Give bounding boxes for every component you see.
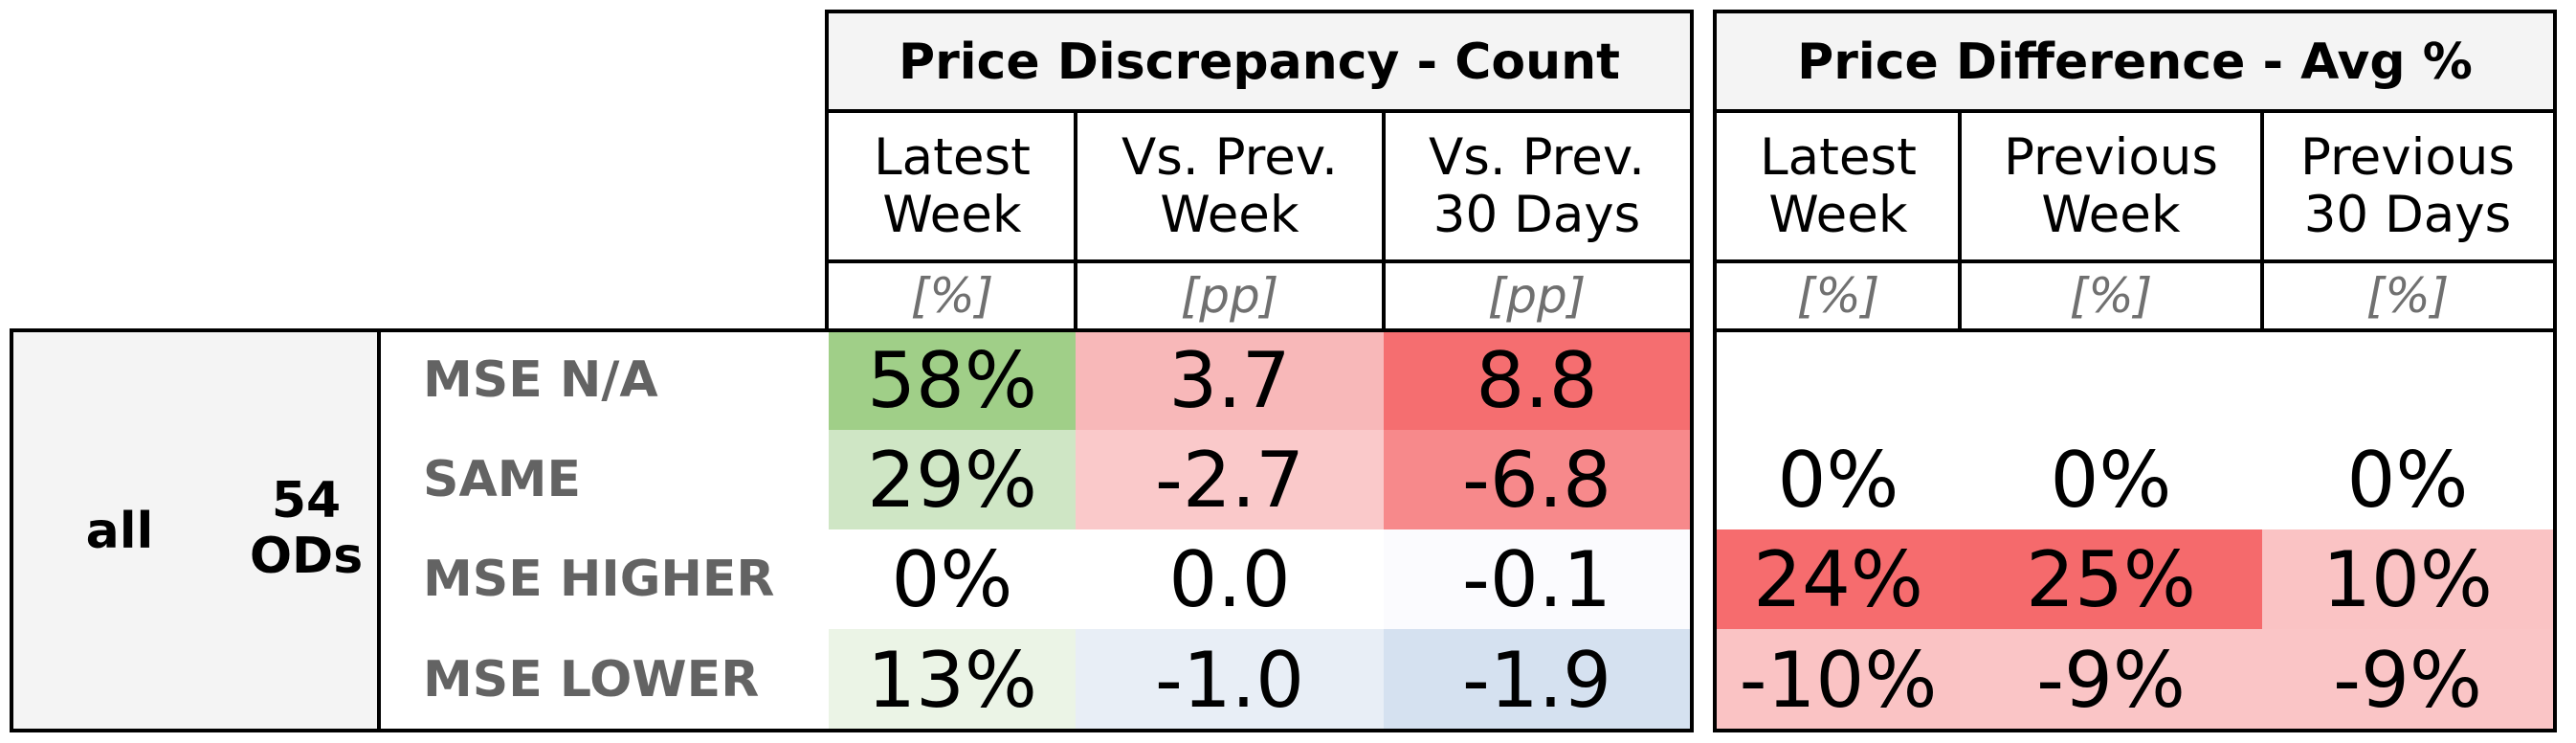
cell-diff-previous-week: 25% [1960,529,2262,629]
section-title-difference: Price Difference - Avg % [1717,13,2553,111]
cell-diff-latest-week [1717,330,1960,430]
unit-diff-previous-week: [%] [1960,261,2262,330]
cell-diff-latest-week: 24% [1717,529,1960,629]
column-header-diff-latest-week: Latest Week [1717,111,1960,261]
grid-line [377,328,381,732]
grid-line [1690,10,1694,732]
row-group-label-count: 54 [271,472,342,529]
grid-line [1713,109,2557,113]
cell-count-vs-prev-30-days: -0.1 [1384,529,1690,629]
column-header-count-latest-week: Latest Week [829,111,1076,261]
cell-diff-previous-week [1960,330,2262,430]
row-group-label-unit: ODs [249,528,364,585]
cell-count-vs-prev-30-days: -1.9 [1384,629,1690,731]
row-label-mse-higher: MSE HIGHER [423,551,775,608]
grid-line [1382,111,1386,330]
grid-line [10,328,13,732]
grid-line [2553,10,2557,732]
cell-diff-previous-30-days: 0% [2262,430,2553,529]
grid-line [1074,111,1077,330]
grid-line [825,10,1692,13]
grid-line [1713,259,2557,263]
cell-diff-previous-30-days [2262,330,2553,430]
row-label-same: SAME [423,451,581,508]
cell-diff-latest-week: 0% [1717,430,1960,529]
grid-line [1713,10,1717,732]
grid-line [1713,328,2557,332]
unit-diff-previous-30-days: [%] [2262,261,2553,330]
grid-line [10,729,1694,732]
grid-line [825,259,1692,263]
column-header-count-vs-prev-30-days: Vs. Prev. 30 Days [1384,111,1690,261]
cell-count-latest-week: 0% [829,529,1076,629]
cell-count-vs-prev-week: -1.0 [1076,629,1384,731]
unit-count-latest-week: [%] [829,261,1076,330]
grid-line [1713,729,2557,732]
cell-diff-previous-30-days: 10% [2262,529,2553,629]
cell-count-vs-prev-week: 0.0 [1076,529,1384,629]
unit-count-vs-prev-week: [pp] [1076,261,1384,330]
cell-diff-previous-30-days: -9% [2262,629,2553,731]
cell-count-latest-week: 58% [829,330,1076,430]
cell-diff-previous-week: 0% [1960,430,2262,529]
grid-line [1958,111,1962,330]
row-group-label-all: all [85,503,154,560]
cell-count-vs-prev-week: 3.7 [1076,330,1384,430]
column-header-diff-previous-week: Previous Week [1960,111,2262,261]
cell-diff-previous-week: -9% [1960,629,2262,731]
column-header-count-vs-prev-week: Vs. Prev. Week [1076,111,1384,261]
column-header-diff-previous-30-days: Previous 30 Days [2262,111,2553,261]
cell-count-vs-prev-30-days: -6.8 [1384,430,1690,529]
unit-diff-latest-week: [%] [1717,261,1960,330]
cell-count-vs-prev-30-days: 8.8 [1384,330,1690,430]
grid-line [1713,10,2557,13]
grid-line [10,328,1694,332]
cell-count-latest-week: 29% [829,430,1076,529]
row-group-panel [13,330,379,731]
unit-count-vs-prev-30-days: [pp] [1384,261,1690,330]
section-title-count: Price Discrepancy - Count [829,13,1690,111]
cell-diff-latest-week: -10% [1717,629,1960,731]
grid-line [825,10,829,330]
grid-line [2260,111,2264,330]
cell-count-vs-prev-week: -2.7 [1076,430,1384,529]
cell-count-latest-week: 13% [829,629,1076,731]
grid-line [825,109,1692,113]
row-label-mse-lower: MSE LOWER [423,651,760,709]
row-label-mse-na: MSE N/A [423,351,658,409]
